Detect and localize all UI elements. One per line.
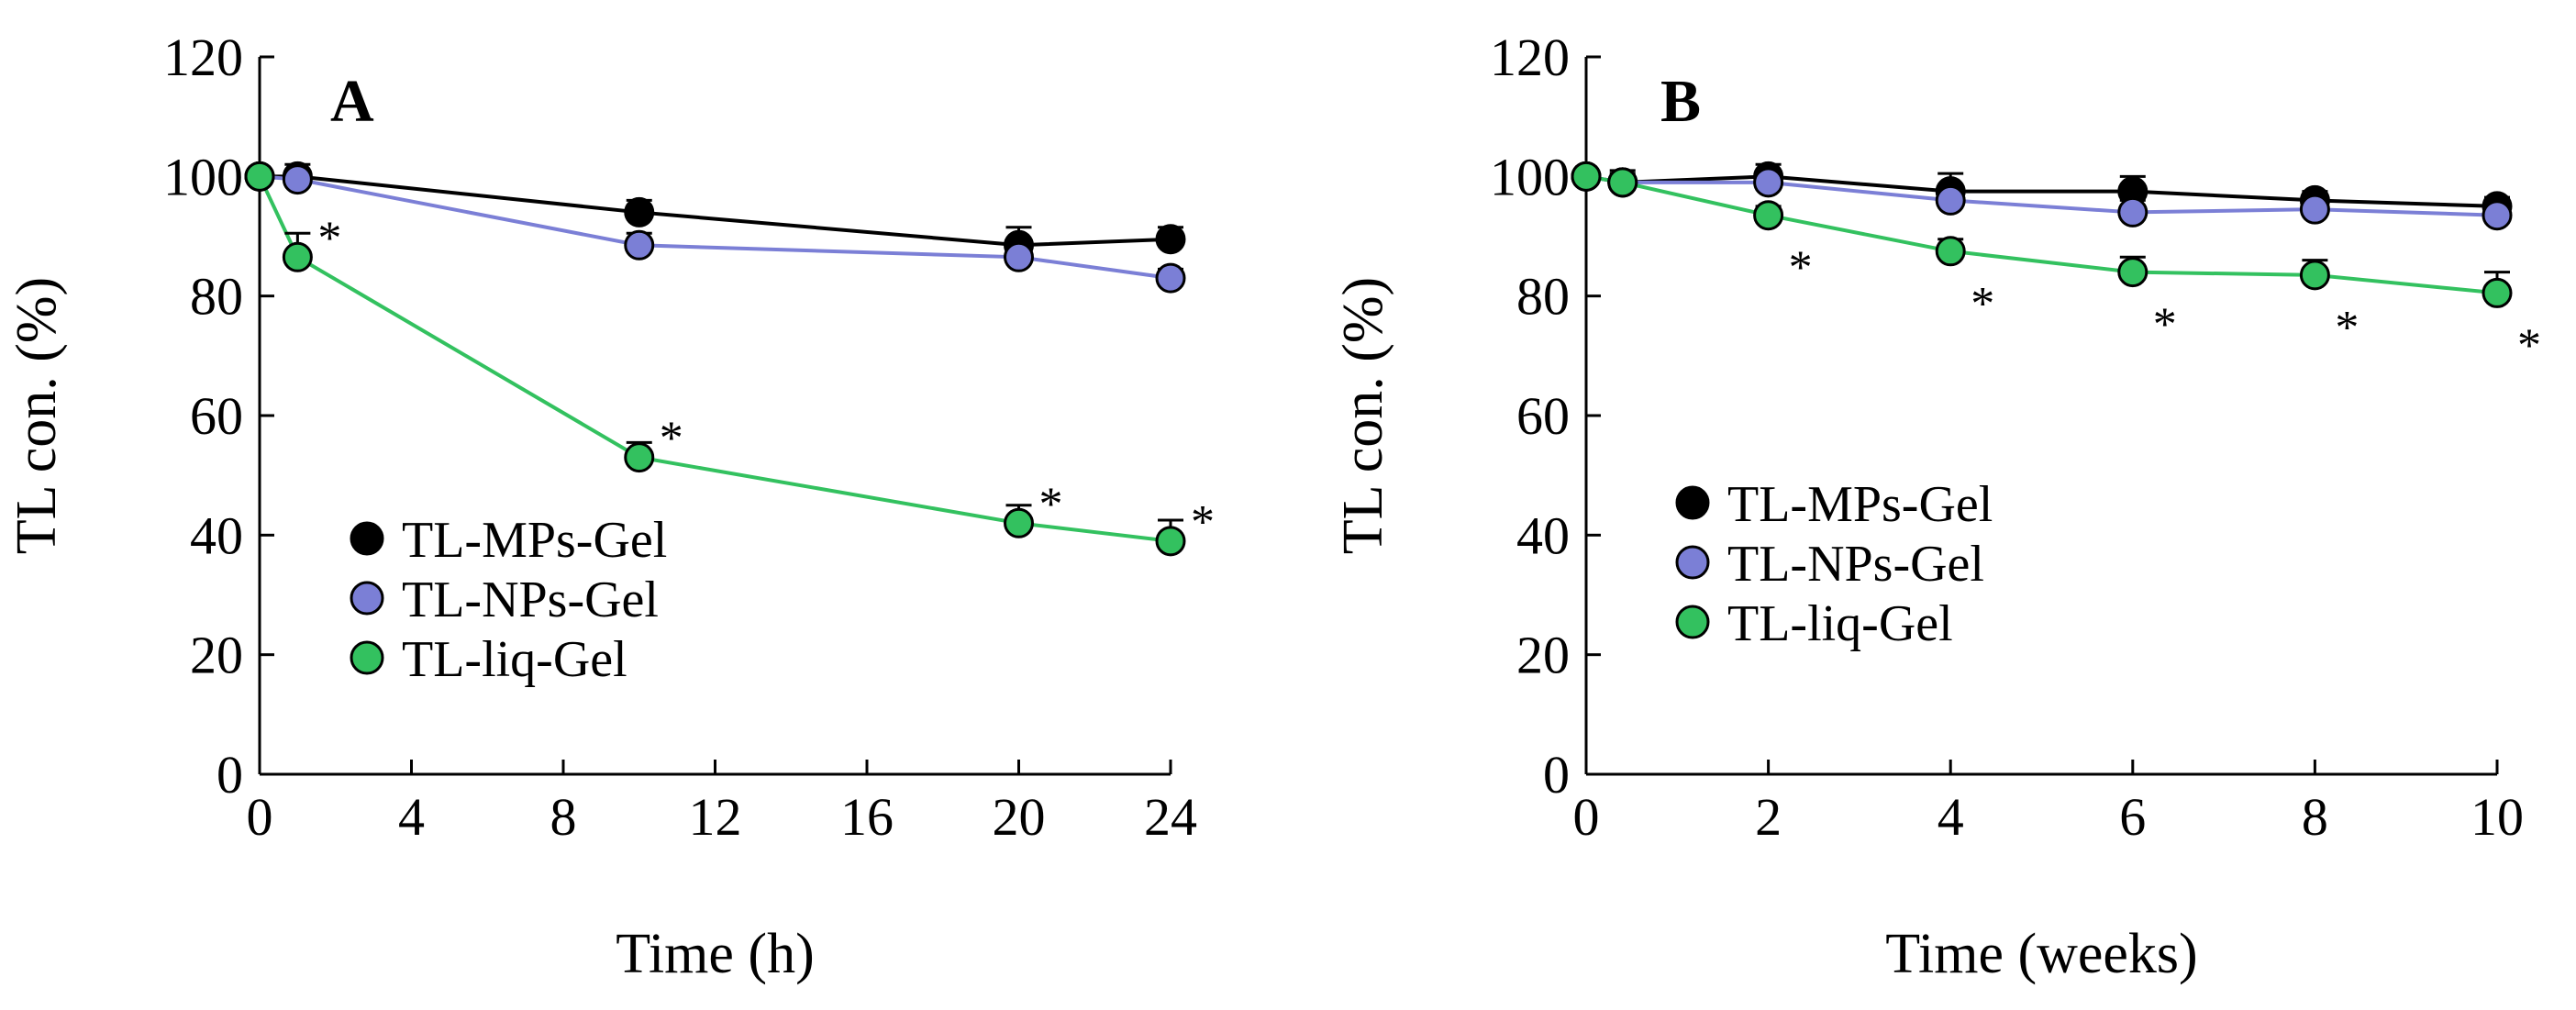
x-tick-label: 0 — [247, 787, 273, 847]
panel-label: B — [1660, 68, 1701, 135]
data-point — [2117, 257, 2149, 288]
x-tick-label: 24 — [1144, 787, 1197, 847]
data-point — [1753, 167, 1784, 198]
significance-marker: * — [317, 212, 341, 264]
series-line-tl-liq-gel — [258, 175, 1171, 543]
y-tick-label: 0 — [1543, 745, 1570, 805]
data-point — [2299, 260, 2330, 291]
significance-marker: * — [2153, 299, 2177, 351]
data-point — [1607, 167, 1638, 198]
data-point — [1155, 262, 1186, 294]
data-point — [1155, 224, 1186, 255]
data-point — [2299, 194, 2330, 225]
data-point — [282, 241, 313, 272]
y-tick-label: 20 — [190, 626, 243, 685]
y-tick-label: 120 — [1490, 28, 1570, 87]
legend-marker — [350, 521, 384, 556]
legend-label: TL-MPs-Gel — [1727, 476, 1993, 533]
x-tick-label: 4 — [398, 787, 425, 847]
significance-marker: * — [1191, 496, 1215, 549]
legend-label: TL-NPs-Gel — [1727, 536, 1984, 593]
y-tick-label: 40 — [190, 505, 243, 565]
data-point — [624, 442, 655, 473]
data-point — [1935, 184, 1966, 216]
data-point — [2482, 277, 2513, 308]
x-tick-label: 10 — [2471, 787, 2524, 847]
legend-marker — [350, 581, 384, 616]
series-line-tl-nps-gel — [259, 174, 1171, 281]
y-tick-label: 20 — [1516, 626, 1570, 685]
data-point — [1004, 507, 1034, 538]
data-point — [282, 164, 313, 195]
data-point — [244, 161, 275, 192]
series-line-tl-liq-gel — [1585, 174, 2498, 295]
legend-marker — [1675, 545, 1710, 580]
data-point — [1935, 236, 1966, 267]
significance-marker: * — [2335, 302, 2359, 354]
series-line-tl-mps-gel — [260, 174, 1171, 248]
data-point — [2482, 200, 2513, 231]
y-tick-label: 0 — [217, 745, 243, 805]
x-tick-label: 6 — [2119, 787, 2146, 847]
y-tick-label: 100 — [163, 147, 243, 206]
y-axis-title: TL con. (%) — [6, 277, 68, 554]
data-point — [1753, 200, 1784, 231]
chart-panel-a: 0 20 40 60 80 100 120 0 4 8 12 16 20 24 Time (h) TL con… — [6, 28, 1215, 985]
data-point — [1571, 161, 1602, 192]
panel-label: A — [330, 68, 374, 135]
y-tick-label: 60 — [190, 386, 243, 446]
x-tick-label: 2 — [1755, 787, 1782, 847]
significance-marker: * — [1789, 242, 1813, 294]
x-tick-label: 16 — [840, 787, 894, 847]
data-point — [1155, 526, 1186, 557]
significance-marker: * — [660, 413, 683, 465]
y-tick-label: 80 — [190, 267, 243, 327]
legend-label: TL-MPs-Gel — [402, 512, 667, 569]
chart-panel-b: 0 20 40 60 80 100 120 0 2 4 6 8 10 Time (weeks) TL con… — [1332, 28, 2541, 985]
y-tick-label: 120 — [163, 28, 243, 87]
x-tick-label: 0 — [1573, 787, 1600, 847]
data-point — [1004, 241, 1034, 272]
data-point — [624, 196, 655, 228]
x-tick-label: 4 — [1938, 787, 1964, 847]
series-line-tl-nps-gel — [1585, 174, 2498, 217]
legend-label: TL-liq-Gel — [1727, 595, 1953, 652]
legend-marker — [350, 640, 384, 675]
y-axis-title: TL con. (%) — [1332, 277, 1394, 554]
data-point — [624, 229, 655, 261]
x-tick-label: 20 — [993, 787, 1046, 847]
x-axis-title: Time (weeks) — [1885, 923, 2197, 985]
significance-marker: * — [1039, 478, 1063, 530]
legend-marker — [1675, 605, 1710, 639]
legend-label: TL-NPs-Gel — [402, 572, 659, 628]
y-tick-label: 100 — [1490, 147, 1570, 206]
x-tick-label: 8 — [2302, 787, 2328, 847]
y-tick-label: 40 — [1516, 505, 1570, 565]
y-tick-label: 80 — [1516, 267, 1570, 327]
x-tick-label: 12 — [689, 787, 742, 847]
data-point — [2117, 196, 2149, 228]
legend-marker — [1675, 485, 1710, 520]
significance-marker: * — [2517, 319, 2541, 372]
x-axis-title: Time (h) — [616, 923, 814, 985]
x-tick-label: 8 — [550, 787, 577, 847]
y-tick-label: 60 — [1516, 386, 1570, 446]
significance-marker: * — [1971, 278, 1994, 330]
legend-label: TL-liq-Gel — [402, 631, 627, 688]
